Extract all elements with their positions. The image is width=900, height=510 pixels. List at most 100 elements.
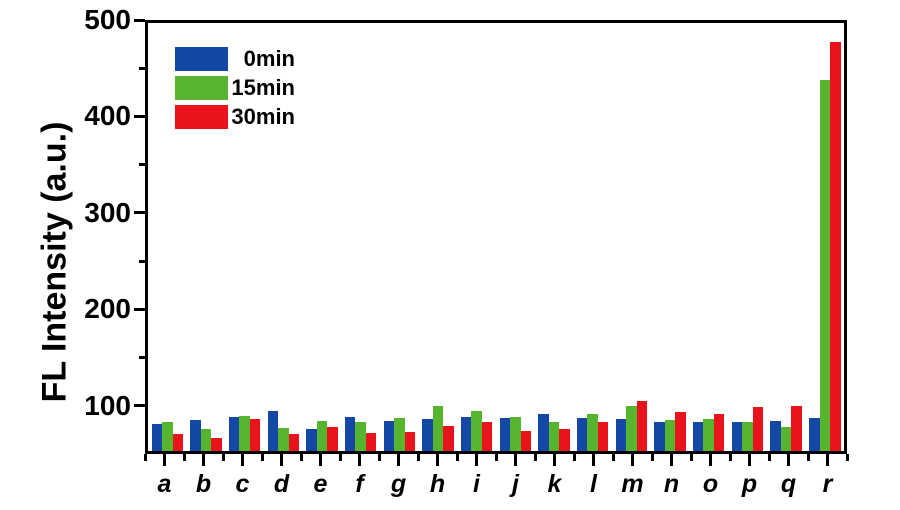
bar-group-i [457, 23, 496, 451]
y-tick-label: 100 [84, 389, 131, 421]
bar-30min-g [404, 431, 416, 451]
x-tick-label-e: e [313, 470, 328, 498]
x-minor-tick [650, 454, 654, 461]
x-major-tick [787, 454, 790, 466]
bar-30min-i [481, 422, 493, 451]
y-axis-title: FL Intensity (a.u.) [35, 121, 74, 403]
bar-15min-m [626, 406, 637, 451]
bar-30min-a [172, 433, 184, 451]
bar-15min-c [239, 415, 250, 451]
y-major-tick [134, 18, 145, 22]
bar-0min-n [654, 422, 665, 451]
x-minor-tick [416, 454, 420, 461]
x-major-tick [826, 454, 829, 466]
y-minor-tick [139, 259, 145, 263]
x-major-tick [280, 454, 283, 466]
x-major-tick [670, 454, 673, 466]
x-minor-tick [728, 454, 732, 461]
bar-15min-p [742, 422, 753, 451]
bar-group-b [187, 23, 226, 451]
x-minor-tick [611, 454, 615, 461]
bar-30min-f [365, 432, 377, 451]
bar-group-h [419, 23, 458, 451]
bar-30min-c [249, 418, 261, 451]
bar-15min-o [703, 418, 714, 451]
x-major-tick [241, 454, 244, 466]
bar-0min-a [151, 424, 163, 451]
bar-0min-r [809, 417, 820, 451]
x-tick-label-f: f [355, 470, 364, 498]
bar-15min-k [548, 422, 560, 451]
x-minor-tick [767, 454, 771, 461]
bar-30min-b [211, 437, 222, 451]
bar-group-f [341, 23, 380, 451]
y-tick-label: 300 [84, 196, 131, 228]
x-major-tick [436, 454, 439, 466]
bar-group-a [148, 23, 187, 451]
x-tick-label-k: k [547, 470, 562, 498]
bar-group-g [380, 23, 419, 451]
y-major-tick [134, 114, 145, 118]
bar-15min-n [664, 419, 676, 451]
bar-30min-r [830, 42, 841, 451]
bar-30min-o [713, 413, 725, 451]
y-major-tick [134, 307, 145, 311]
bar-30min-k [559, 429, 570, 451]
x-major-tick [319, 454, 322, 466]
y-minor-tick [139, 356, 145, 360]
bar-15min-j [510, 416, 521, 451]
bar-0min-h [422, 418, 433, 451]
x-major-tick [592, 454, 595, 466]
x-tick-label-n: n [663, 470, 680, 498]
bar-0min-b [190, 419, 201, 451]
x-minor-tick [455, 454, 459, 461]
x-minor-tick [533, 454, 537, 461]
x-minor-tick [377, 454, 381, 461]
legend-item-30min: 30min [175, 105, 295, 129]
bar-15min-r [819, 80, 830, 451]
x-major-tick [397, 454, 400, 466]
x-major-tick [631, 454, 634, 466]
bar-group-m [612, 23, 651, 451]
bar-0min-q [770, 420, 781, 451]
legend-item-15min: 15min [175, 76, 295, 100]
bar-0min-i [460, 416, 472, 451]
x-tick-label-d: d [273, 470, 290, 498]
bar-0min-e [306, 429, 317, 451]
bar-0min-f [344, 416, 356, 451]
bar-0min-k [538, 413, 549, 451]
plot-area: 0min 15min 30min [145, 20, 847, 454]
x-major-tick [553, 454, 556, 466]
bar-0min-m [615, 418, 627, 451]
x-major-tick [358, 454, 361, 466]
bar-30min-e [327, 427, 338, 451]
bar-30min-h [443, 426, 454, 451]
bar-15min-a [162, 422, 173, 451]
y-major-tick [134, 211, 145, 215]
x-minor-tick [572, 454, 576, 461]
bar-0min-d [267, 411, 279, 451]
x-major-tick [748, 454, 751, 466]
bar-15min-b [200, 429, 212, 451]
bar-0min-c [228, 416, 240, 451]
bar-30min-p [752, 407, 764, 451]
bar-group-o [689, 23, 728, 451]
bar-30min-n [675, 412, 686, 451]
y-minor-tick [139, 66, 145, 70]
bar-group-r [805, 23, 844, 451]
legend-label-15min: 15min [231, 75, 295, 100]
x-tick-label-q: q [780, 470, 797, 498]
x-tick-label-c: c [235, 470, 250, 498]
bar-15min-e [316, 420, 328, 451]
bar-30min-l [597, 421, 609, 451]
x-major-tick [163, 454, 166, 466]
x-tick-label-a: a [157, 470, 172, 498]
bar-0min-o [692, 422, 704, 451]
bar-15min-l [587, 413, 598, 451]
x-minor-tick [182, 454, 186, 461]
legend-swatch-0min [175, 47, 228, 71]
bar-30min-d [288, 433, 300, 451]
bar-15min-g [394, 417, 405, 451]
x-tick-label-b: b [195, 470, 212, 498]
